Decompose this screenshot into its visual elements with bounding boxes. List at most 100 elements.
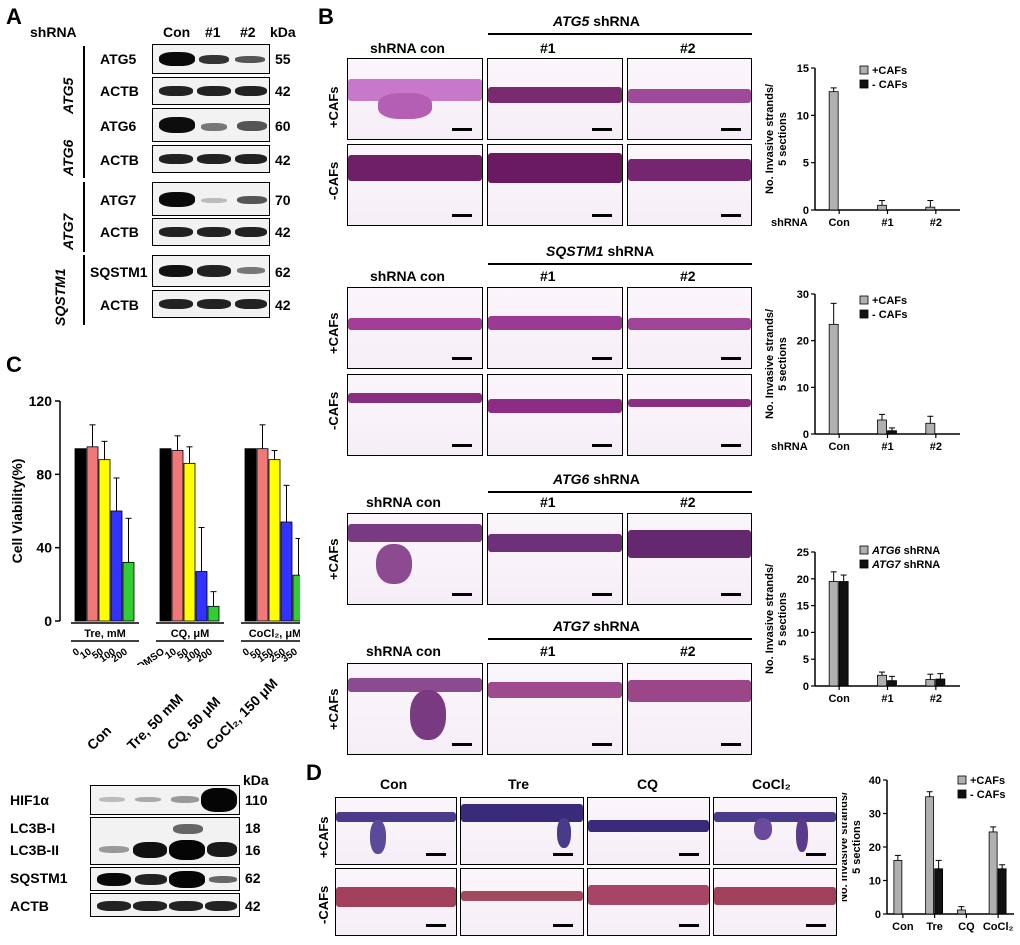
- x-tick-label: Con: [828, 217, 850, 229]
- col-label: Tre: [508, 776, 530, 792]
- histology-image: [627, 663, 752, 755]
- lane-2-label: #2: [240, 24, 256, 40]
- y-axis-label: 5 sections: [851, 820, 863, 874]
- bar-chart-treatments: 0 10 20 30 40 No. Invasive strands/5 sections…: [842, 775, 1014, 933]
- bar: [828, 323, 839, 435]
- bar: [935, 678, 946, 687]
- y-axis-label: No. Invasive strands/: [764, 84, 776, 194]
- title-underline: [488, 33, 752, 35]
- row-label: +CAFs: [326, 538, 341, 580]
- blot-strip: [152, 77, 270, 105]
- kda-value: 62: [245, 870, 261, 886]
- lane-con-label: Con: [163, 24, 191, 40]
- y-tick-label: 10: [797, 110, 809, 122]
- y-tick-label: 0: [803, 429, 809, 441]
- blot-row-label: ACTB: [100, 297, 139, 313]
- y-tick-label: 0: [803, 681, 809, 693]
- blot-strip: [152, 218, 270, 246]
- legend-swatch: [859, 65, 869, 75]
- histology-image: [713, 797, 837, 865]
- bar: [887, 680, 897, 687]
- x-tick-label: #1: [881, 217, 893, 229]
- histology-image: [713, 868, 837, 936]
- y-axis-label: Cell Viability(%): [9, 459, 25, 564]
- bar: [877, 674, 887, 687]
- bar: [86, 446, 99, 622]
- bar-chart-atg6-atg7: 0 5 10 15 20 25 No. Invasive strands/5 section…: [764, 545, 960, 705]
- histology-image: [487, 374, 623, 456]
- blot-row-label: ATG5: [100, 51, 137, 67]
- group-label: CoCl₂, μM: [249, 628, 300, 640]
- y-axis-label: No. Invasive strands/: [764, 309, 776, 419]
- histology-image: [347, 287, 483, 369]
- x-tick-label: #1: [881, 441, 893, 453]
- y-tick-label: 15: [797, 601, 809, 613]
- dose-label: DMSO: [136, 646, 167, 665]
- legend-swatch: [859, 545, 869, 555]
- lane-label: CoCl₂, 150 μM: [202, 675, 281, 753]
- col-label: Con: [380, 776, 408, 792]
- histology-image: [627, 58, 752, 140]
- y-tick-label: 20: [797, 336, 809, 348]
- kda-header: kDa: [243, 772, 269, 788]
- group-gene-atg7: ATG7: [60, 213, 76, 250]
- y-axis-label: 5 sections: [777, 592, 789, 646]
- bar: [877, 419, 887, 435]
- kda-value: 62: [275, 264, 291, 280]
- bar: [934, 868, 944, 915]
- x-tick-label: Con: [828, 693, 850, 705]
- x-tick-label: #1: [881, 693, 893, 705]
- panel-label-d: D: [306, 760, 322, 785]
- kda-value: 42: [275, 152, 291, 168]
- dose-label: 0: [241, 646, 252, 658]
- x-tick-label: Con: [892, 921, 914, 933]
- bar: [887, 430, 897, 435]
- bar: [877, 204, 887, 211]
- legend-swatch: [859, 309, 869, 319]
- legend-swatch: [859, 79, 869, 89]
- row-label: -CAFs: [316, 885, 331, 924]
- lane-label: Con: [83, 722, 115, 753]
- row-label: +CAFs: [326, 86, 341, 128]
- histology-image: [627, 144, 752, 226]
- row-label: -CAFs: [326, 391, 341, 430]
- bar: [956, 909, 966, 915]
- col-label: shRNA con: [370, 268, 445, 284]
- blot-strip: [90, 785, 240, 815]
- histology-image: [347, 374, 483, 456]
- legend-label: +CAFs: [872, 65, 907, 77]
- blot-strip: [90, 817, 240, 865]
- histology-image: [487, 58, 623, 140]
- blot-strip: [152, 145, 270, 173]
- y-tick-label: 20: [797, 574, 809, 586]
- bar: [925, 206, 936, 211]
- legend-label: - CAFs: [872, 79, 907, 91]
- blot-row-label: SQSTM1: [10, 870, 68, 886]
- group-label: Tre, mM: [84, 628, 126, 640]
- histology-image: [347, 58, 483, 140]
- legend-label: ATG6 shRNA: [871, 545, 940, 557]
- bar: [256, 448, 269, 622]
- legend-swatch: [859, 295, 869, 305]
- legend-label: ATG7 shRNA: [871, 559, 940, 571]
- legend-label: +CAFs: [872, 295, 907, 307]
- col-label: #2: [680, 643, 696, 659]
- blot-row-label: ACTB: [100, 224, 139, 240]
- y-tick-label: 10: [869, 876, 881, 888]
- kda-header: kDa: [270, 24, 296, 40]
- y-tick-label: 20: [869, 842, 881, 854]
- y-tick-label: 0: [44, 613, 52, 629]
- bar: [110, 510, 123, 622]
- bar: [828, 581, 839, 687]
- histology-image: [347, 513, 483, 605]
- blot-row-label: LC3B-II: [10, 842, 59, 858]
- col-label: CoCl₂: [752, 776, 791, 792]
- kda-value: 16: [245, 842, 261, 858]
- y-axis-label: No. Invasive strands/: [842, 792, 850, 902]
- blot-row-label: ATG6: [100, 118, 137, 134]
- row-label: +CAFs: [316, 816, 331, 858]
- col-label: #1: [540, 643, 556, 659]
- blot-strip: [152, 44, 270, 74]
- x-tick-label: Tre: [926, 921, 943, 933]
